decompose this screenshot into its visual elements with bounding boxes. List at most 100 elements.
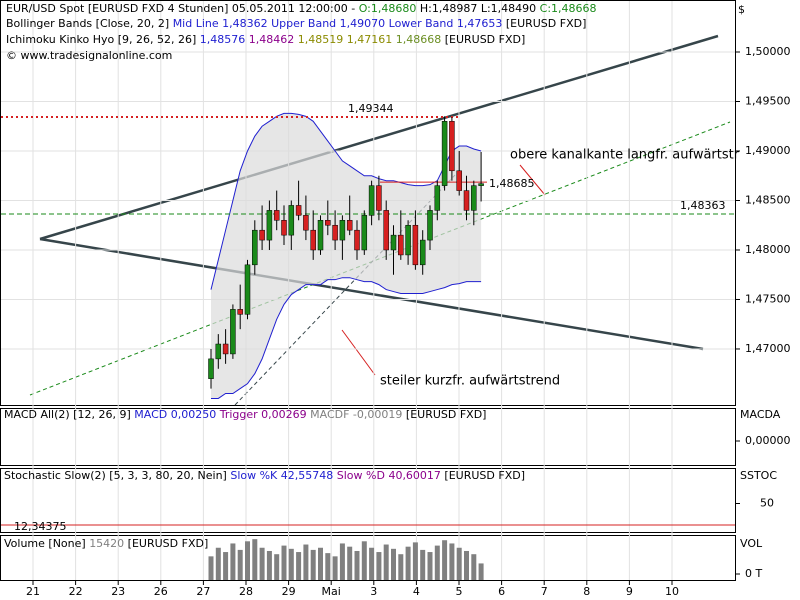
- candle-body: [383, 210, 389, 251]
- candle-body: [215, 343, 222, 360]
- volume-bar: [259, 547, 265, 580]
- volume-bar: [471, 554, 477, 580]
- x-tick-label: 5: [456, 585, 463, 598]
- legend-part: [EURUSD FXD]: [441, 33, 525, 46]
- candle-body: [273, 210, 280, 221]
- x-tick-label: 3: [370, 585, 377, 598]
- x-tick-label: 26: [154, 585, 168, 598]
- volume-bar: [456, 547, 462, 580]
- legend: Ichimoku Kinko Hyo [9, 26, 52, 26] 1,485…: [6, 33, 525, 46]
- volume-bar: [361, 541, 367, 580]
- currency: $: [738, 3, 745, 16]
- candle-body: [361, 215, 368, 251]
- candle-body: [237, 309, 243, 315]
- volume-bar: [296, 552, 302, 580]
- volume-bar: [208, 556, 214, 580]
- candle-body: [398, 234, 404, 256]
- y-tick-label: 50: [760, 497, 774, 510]
- volume-bar: [332, 556, 338, 580]
- legend-part: Bollinger Bands [Close, 20, 2]: [6, 17, 173, 30]
- candle-body: [252, 229, 258, 266]
- legend-part: MACD 0,00250: [134, 408, 216, 421]
- candle-body: [412, 224, 419, 266]
- legend: EUR/USD Spot [EURUSD FXD 4 Stunden] 05.0…: [6, 2, 597, 15]
- candle-body: [332, 224, 338, 241]
- band-area: [211, 113, 482, 399]
- x-tick-label: 10: [665, 585, 679, 598]
- axis-label: VOL: [740, 537, 763, 550]
- legend-part: Slow %D 40,60017: [333, 469, 441, 482]
- candle-body: [346, 220, 353, 231]
- band-line: [210, 112, 482, 290]
- y-tick-label: 1,47000: [745, 342, 791, 355]
- volume-bar: [266, 550, 272, 580]
- annotation: steiler kurzfr. aufwärtstrend: [380, 374, 560, 389]
- y-tick-label: 1,49000: [745, 144, 791, 157]
- volume-bar: [405, 546, 411, 580]
- legend-part: [EURUSD FXD]: [124, 537, 208, 550]
- volume-bar: [303, 544, 309, 580]
- candle-body: [427, 210, 433, 241]
- volume-bar: [391, 548, 396, 580]
- y-tick-label: 1,47500: [745, 292, 791, 305]
- volume-bar: [281, 545, 287, 580]
- volume-bar: [310, 549, 316, 580]
- volume-bar: [354, 550, 360, 580]
- volume-bar: [412, 542, 418, 580]
- candle-body: [317, 220, 324, 251]
- y-tick-label: 1,48000: [745, 243, 791, 256]
- volume-bar: [478, 563, 484, 580]
- legend-part: 1,48462: [245, 33, 294, 46]
- y-tick-label: 0,00000: [745, 434, 791, 447]
- trendlines: [29, 34, 731, 406]
- volume-bar: [464, 550, 469, 580]
- x-tick-label: 4: [413, 585, 420, 598]
- axis-label: MACDA: [740, 408, 781, 421]
- legend-part: Ichimoku Kinko Hyo [9, 26, 52, 26]: [6, 33, 200, 46]
- band-line: [211, 277, 482, 399]
- legend-part: 1,48576: [200, 33, 246, 46]
- volume-bar: [223, 552, 229, 580]
- legend: Bollinger Bands [Close, 20, 2] Mid Line …: [6, 17, 586, 30]
- level-label: 1,49344: [348, 102, 394, 115]
- legend-part: MACDF -0,00019: [307, 408, 403, 421]
- source: © www.tradesignalonline.com: [6, 49, 172, 62]
- volume-bar: [383, 544, 389, 580]
- candle-body: [463, 190, 470, 211]
- y-tick-label: 1,49500: [745, 94, 791, 107]
- candle-body: [441, 121, 448, 186]
- legend-part: [EURUSD FXD]: [402, 408, 486, 421]
- axis-label: SSTOC: [740, 469, 777, 482]
- legend-part: EUR/USD Spot [EURUSD FXD 4 Stunden] 05.0…: [6, 2, 359, 15]
- legend-part: 1,48519: [294, 33, 343, 46]
- volume-bar: [288, 548, 294, 580]
- x-tick-label: 8: [583, 585, 590, 598]
- candle-body: [354, 229, 360, 251]
- x-tick-label: 23: [111, 585, 125, 598]
- candle-body: [368, 185, 375, 216]
- legend: Stochastic Slow(2) [5, 3, 3, 80, 20, Nei…: [4, 469, 525, 482]
- legend-part: [EURUSD FXD]: [441, 469, 525, 482]
- candle-body: [478, 183, 484, 186]
- candle-body: [230, 309, 236, 355]
- volume-bar: [245, 541, 250, 580]
- volume-bar: [274, 554, 280, 580]
- y-tick-label: 1,50000: [745, 45, 791, 58]
- candle-body: [405, 224, 411, 256]
- candle-body: [244, 264, 251, 315]
- candle-body: [303, 215, 309, 231]
- candle-body: [339, 220, 346, 241]
- x-tick-label: 21: [26, 585, 40, 598]
- volume-bar: [434, 545, 440, 580]
- volume-bar: [230, 543, 236, 580]
- volume-bar: [420, 549, 426, 580]
- x-tick-label: 27: [196, 585, 210, 598]
- candle-body: [456, 170, 462, 191]
- candle-body: [325, 220, 331, 226]
- x-tick-label: 29: [282, 585, 296, 598]
- level-label: 12,34375: [14, 520, 67, 533]
- legend-part: 15420: [89, 537, 124, 550]
